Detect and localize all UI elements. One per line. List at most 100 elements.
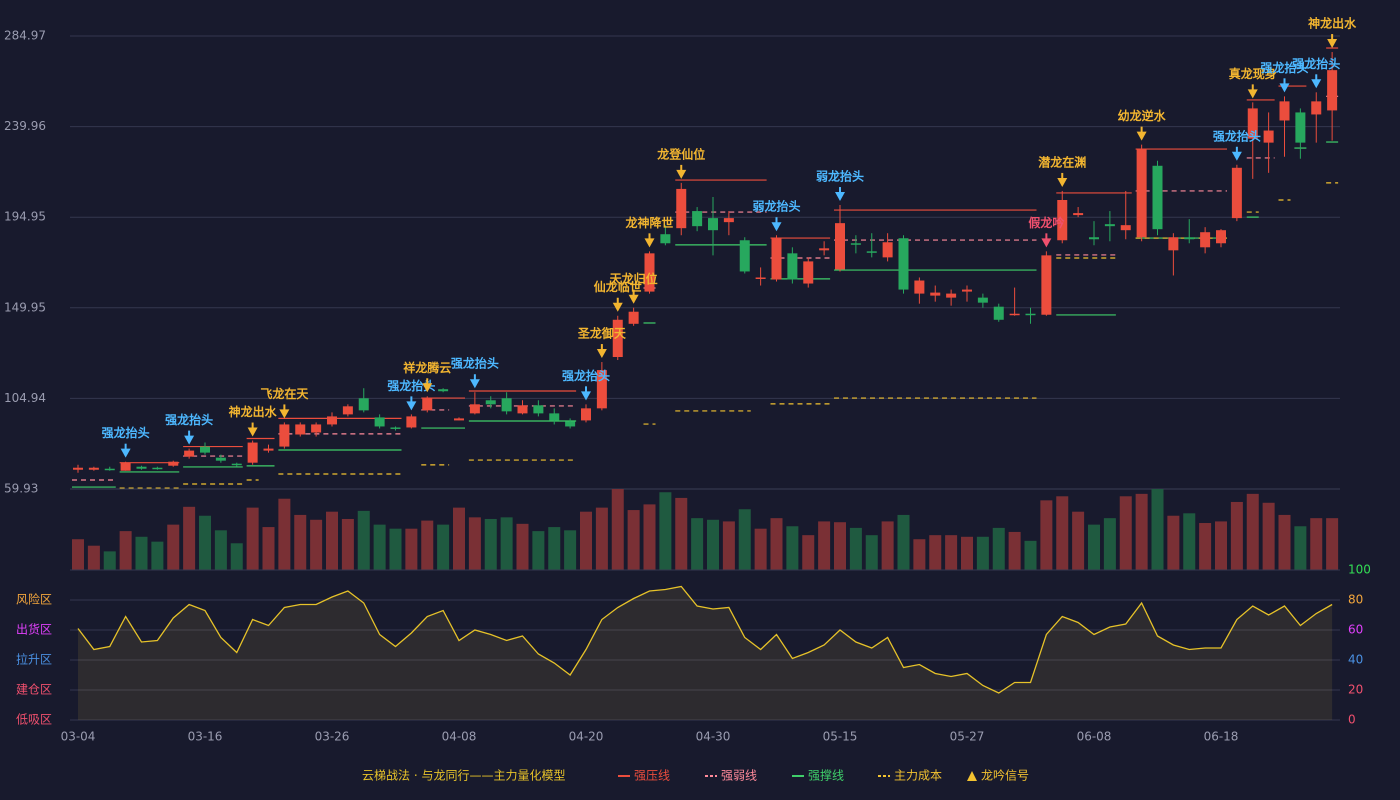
signal-arrow <box>771 222 782 232</box>
candle-body <box>1200 232 1211 248</box>
signal-label: 强龙抬头 <box>451 356 499 371</box>
candle-body <box>485 400 496 405</box>
candle-body <box>1263 130 1274 143</box>
candle-body <box>1089 237 1099 240</box>
candle-body <box>977 297 988 303</box>
candle-body <box>501 398 512 412</box>
signal-arrow <box>469 379 480 389</box>
candle-body <box>469 404 480 414</box>
signal-arrow <box>406 401 417 411</box>
volume-bar <box>1262 502 1275 570</box>
signal-label: 龙登仙位 <box>657 146 705 161</box>
volume-bar <box>595 507 608 570</box>
volume-bar <box>929 535 942 570</box>
volume-bar <box>1024 540 1037 570</box>
candle-body <box>215 457 226 461</box>
volume-bar <box>373 524 386 570</box>
volume-bar <box>389 528 402 570</box>
signal-arrow <box>247 427 258 437</box>
zone-label: 风险区 <box>16 592 52 607</box>
volume-bar <box>278 498 291 570</box>
signal-arrow <box>596 349 607 359</box>
candle-body <box>136 466 147 469</box>
volume-bar <box>516 523 529 570</box>
candle-body <box>247 442 258 463</box>
volume-bar <box>87 545 100 570</box>
signal-label: 弱龙抬头 <box>816 169 864 184</box>
candle-body <box>1009 313 1020 316</box>
candle-body <box>1168 237 1179 251</box>
signal-label: 强龙抬头 <box>165 412 213 427</box>
y-tick-label: 100 <box>1348 563 1371 577</box>
volume-bar <box>453 507 465 570</box>
candle-body <box>787 253 798 280</box>
volume-bar <box>802 535 815 570</box>
volume-bar <box>1278 514 1291 570</box>
volume-bar <box>881 521 894 570</box>
candle-body <box>549 413 560 421</box>
candle-body <box>866 251 877 253</box>
volume-bar <box>834 522 846 570</box>
volume-bar <box>865 535 878 570</box>
volume-bar <box>1167 515 1180 570</box>
volume-bar <box>1199 523 1212 570</box>
volume-bar <box>1135 493 1148 570</box>
signal-label: 假龙吟 <box>1028 215 1064 230</box>
signal-arrow <box>644 238 655 248</box>
candle-body <box>755 277 766 279</box>
candle-body <box>993 306 1004 320</box>
candle-body <box>565 421 576 427</box>
volume-bar <box>786 526 799 570</box>
y-tick-label: 0 <box>1348 713 1356 727</box>
volume-bar <box>1183 513 1196 570</box>
signal-arrow <box>1311 79 1322 89</box>
volume-bar <box>405 528 418 570</box>
signal-label: 强龙抬头 <box>102 425 150 440</box>
signal-label: 强龙抬头 <box>562 368 610 383</box>
volume-bar <box>976 536 989 570</box>
signal-label: 祥龙腾云 <box>403 360 451 375</box>
candle-body <box>200 446 210 453</box>
candle-body <box>1184 237 1195 240</box>
candle-body <box>104 468 115 471</box>
legend-label: 龙吟信号 <box>981 768 1029 783</box>
signal-arrow <box>1247 89 1258 99</box>
volume-bar <box>945 535 958 570</box>
signal-arrow <box>1327 39 1338 49</box>
zone-label: 低吸区 <box>16 713 52 727</box>
x-tick-label: 03-04 <box>61 730 96 744</box>
y-tick-label: 149.95 <box>4 300 46 314</box>
signal-label: 神龙出水 <box>1308 16 1357 31</box>
x-tick-label: 04-08 <box>442 730 477 744</box>
signal-label: 幼龙逆水 <box>1118 108 1167 123</box>
candle-body <box>88 467 99 470</box>
candle-body <box>676 188 687 229</box>
signal-arrow <box>835 192 845 202</box>
volume-bar <box>135 536 148 570</box>
candle-body <box>168 461 179 466</box>
signal-arrow <box>120 448 131 458</box>
volume-bar <box>532 531 545 570</box>
candle-body <box>660 234 671 244</box>
signal-label: 飞龙在天 <box>260 386 309 401</box>
legend-title: 云梯战法 · 与龙同行——主力量化模型 <box>362 769 565 783</box>
candle-body <box>882 242 893 258</box>
volume-bar <box>897 514 910 570</box>
volume-bar <box>564 530 577 570</box>
candle-body <box>581 408 591 421</box>
volume-bar <box>849 527 862 570</box>
volume-bar <box>310 519 323 570</box>
volume-bar <box>262 527 275 570</box>
candle-body <box>342 406 353 415</box>
candle-body <box>1327 70 1338 111</box>
volume-bar <box>484 518 497 570</box>
y-tick-label: 239.96 <box>4 119 46 133</box>
volume-bar <box>103 551 116 570</box>
volume-bar <box>468 517 481 570</box>
signal-label: 强龙抬头 <box>1260 60 1308 75</box>
volume-bar <box>738 509 751 570</box>
legend-label: 强压线 <box>634 769 670 783</box>
volume-bar <box>341 518 354 570</box>
signal-label: 神龙出水 <box>229 404 278 419</box>
candle-body <box>73 467 83 470</box>
